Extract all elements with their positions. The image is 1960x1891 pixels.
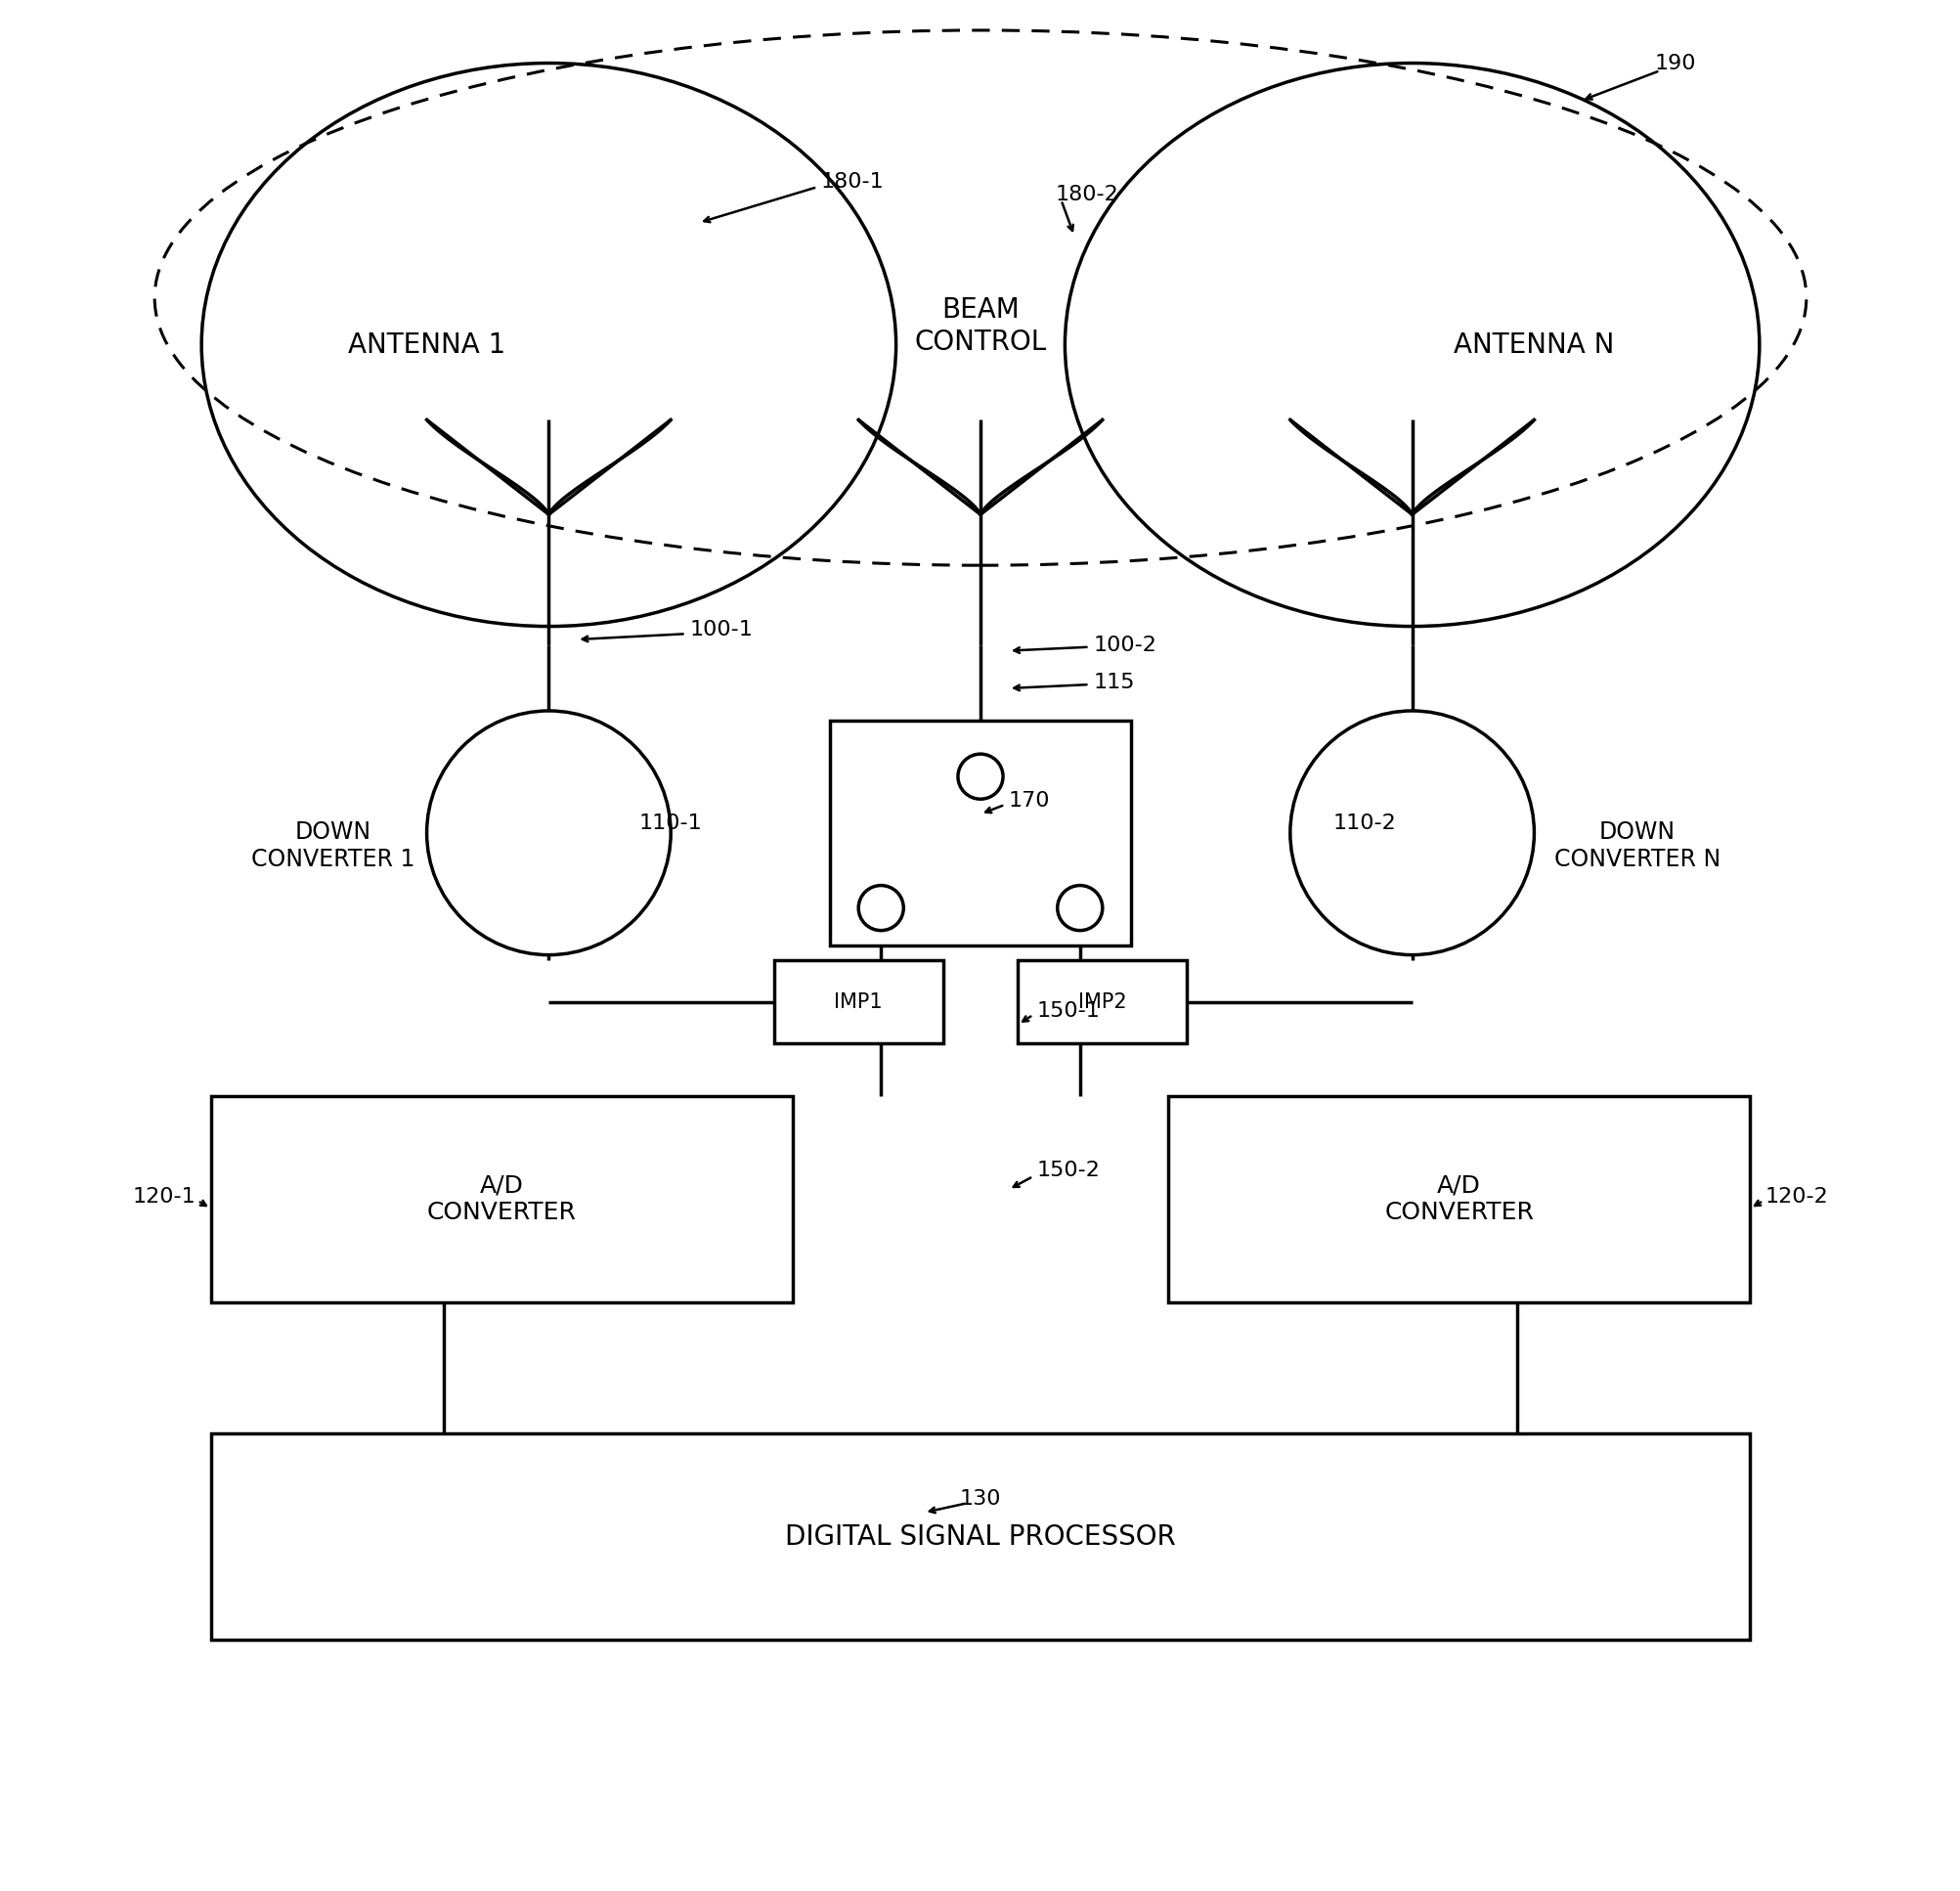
Text: 110-2: 110-2 — [1333, 813, 1396, 834]
Circle shape — [1056, 885, 1102, 930]
Text: 180-2: 180-2 — [1054, 185, 1119, 204]
Text: IMP2: IMP2 — [1078, 993, 1127, 1012]
Text: DOWN
CONVERTER 1: DOWN CONVERTER 1 — [251, 821, 414, 872]
Text: DIGITAL SIGNAL PROCESSOR: DIGITAL SIGNAL PROCESSOR — [784, 1522, 1176, 1551]
Text: 170: 170 — [1007, 790, 1051, 811]
Circle shape — [427, 711, 670, 955]
Text: ANTENNA N: ANTENNA N — [1452, 331, 1613, 359]
Circle shape — [858, 885, 904, 930]
Text: 100-1: 100-1 — [690, 620, 753, 639]
Bar — [829, 720, 1131, 946]
Text: 110-1: 110-1 — [639, 813, 702, 834]
Text: ANTENNA 1: ANTENNA 1 — [347, 331, 506, 359]
Text: 180-1: 180-1 — [821, 172, 884, 191]
Text: 100-2: 100-2 — [1092, 635, 1156, 654]
Text: 150-2: 150-2 — [1037, 1161, 1100, 1180]
Bar — [1168, 1095, 1748, 1303]
Text: A/D
CONVERTER: A/D CONVERTER — [1384, 1174, 1533, 1223]
Bar — [212, 1433, 1748, 1639]
Text: 190: 190 — [1654, 53, 1695, 74]
Text: 130: 130 — [958, 1490, 1002, 1509]
Text: A/D
CONVERTER: A/D CONVERTER — [427, 1174, 576, 1223]
Text: 120-1: 120-1 — [133, 1188, 196, 1206]
Text: 115: 115 — [1092, 673, 1135, 692]
Text: 150-1: 150-1 — [1037, 1002, 1100, 1021]
Bar — [1017, 961, 1186, 1044]
Text: IMP1: IMP1 — [833, 993, 882, 1012]
Bar — [212, 1095, 792, 1303]
Text: 120-2: 120-2 — [1764, 1188, 1827, 1206]
Circle shape — [958, 755, 1002, 800]
Text: BEAM
CONTROL: BEAM CONTROL — [913, 297, 1047, 356]
Bar — [774, 961, 943, 1044]
Circle shape — [1290, 711, 1533, 955]
Text: DOWN
CONVERTER N: DOWN CONVERTER N — [1554, 821, 1719, 872]
